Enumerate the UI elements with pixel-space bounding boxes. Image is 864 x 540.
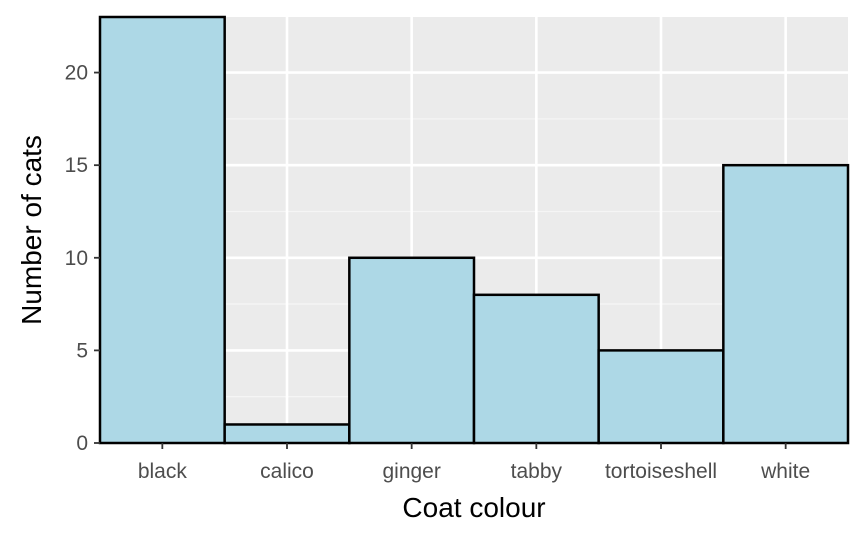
y-axis-title: Number of cats	[16, 135, 47, 325]
x-tick-label-tabby: tabby	[511, 460, 563, 483]
y-tick-label: 5	[76, 339, 88, 362]
bar-calico	[223, 423, 351, 445]
y-tick-label: 20	[65, 62, 88, 85]
bar-tortoiseshell	[597, 349, 725, 445]
y-tick-labels: 0 5 10 15 20	[65, 62, 88, 455]
axis-ticks	[94, 71, 787, 449]
bar-ginger	[348, 256, 476, 445]
bar-white	[722, 163, 850, 445]
bar-black	[98, 15, 226, 445]
x-tick-label-black: black	[138, 460, 188, 483]
y-tick-label: 10	[65, 247, 88, 270]
x-tick-label-tortoiseshell: tortoiseshell	[605, 460, 717, 483]
x-tick-label-ginger: ginger	[382, 460, 440, 483]
x-tick-label-calico: calico	[260, 460, 314, 483]
x-tick-labels: black calico ginger tabby tortoiseshell white	[138, 460, 810, 483]
bars	[98, 15, 850, 445]
y-tick-label: 0	[76, 432, 88, 455]
x-axis-title: Coat colour	[402, 492, 545, 523]
x-tick-label-white: white	[760, 460, 810, 483]
y-tick-label: 15	[65, 154, 88, 177]
bar-tabby	[472, 293, 600, 445]
